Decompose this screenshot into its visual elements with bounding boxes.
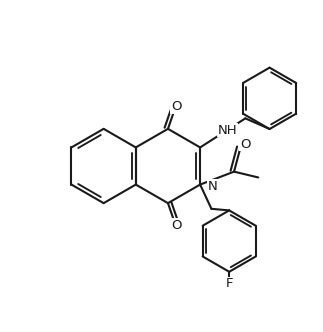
Text: NH: NH (218, 124, 237, 137)
Text: O: O (171, 100, 181, 114)
Text: O: O (240, 138, 251, 151)
Text: O: O (171, 218, 181, 232)
Text: F: F (225, 277, 233, 290)
Text: N: N (208, 180, 217, 193)
